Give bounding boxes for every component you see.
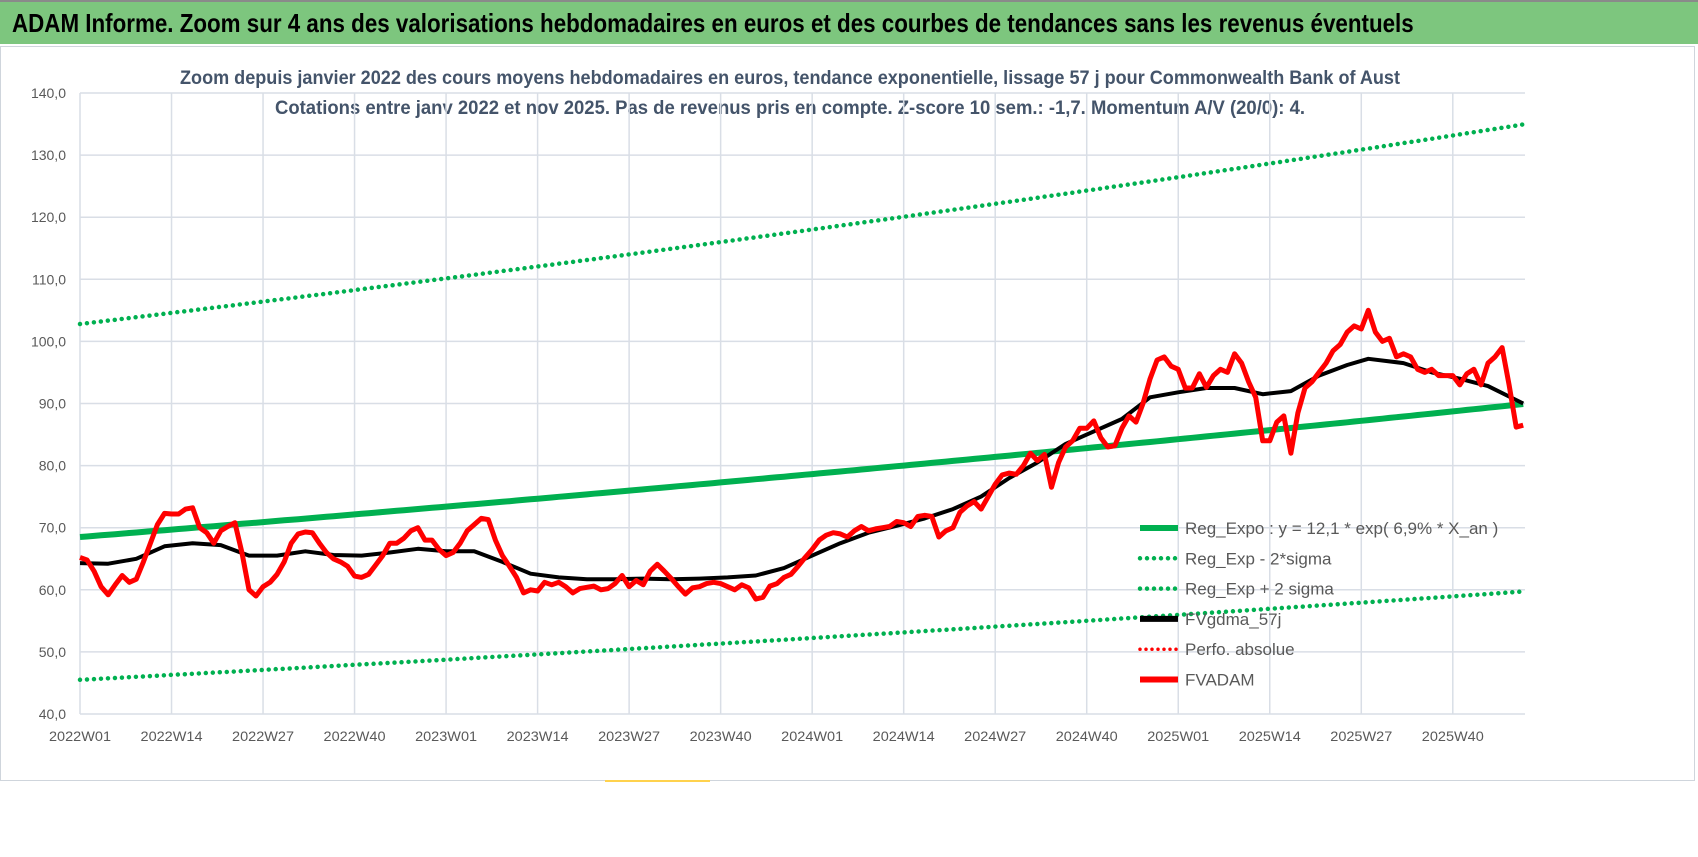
x-tick-label: 2025W27: [1330, 728, 1392, 744]
y-tick-label: 140,0: [31, 85, 66, 101]
chart-subtitle: Cotations entre janv 2022 et nov 2025. P…: [275, 98, 1305, 119]
y-axis: 40,0 50,0 60,0 70,0 80,0 90,0 100,0 110,0 120,0 1…: [31, 85, 66, 722]
x-tick-label: 2024W14: [873, 728, 935, 744]
x-tick-label: 2023W14: [507, 728, 569, 744]
y-tick-label: 60,0: [39, 582, 66, 598]
fvgdma-57j-line: [79, 356, 1525, 582]
y-tick-label: 120,0: [31, 209, 66, 225]
y-tick-label: 100,0: [31, 333, 66, 349]
x-tick-label: 2025W14: [1239, 728, 1301, 744]
x-tick-label: 2022W01: [49, 728, 111, 744]
legend-label: Reg_Expo : y = 12,1 * exp( 6,9% * X_an ): [1185, 519, 1498, 538]
report-header: ADAM Informe. Zoom sur 4 ans des valoris…: [0, 0, 1698, 44]
reg-expo-line: [79, 401, 1524, 540]
grid: [79, 92, 1525, 715]
x-tick-label: 2024W27: [964, 728, 1026, 744]
legend: Reg_Expo : y = 12,1 * exp( 6,9% * X_an )…: [1137, 519, 1498, 690]
y-tick-label: 90,0: [39, 396, 66, 412]
x-tick-label: 2023W40: [690, 728, 752, 744]
x-tick-label: 2024W40: [1056, 728, 1118, 744]
y-tick-label: 50,0: [39, 644, 66, 660]
chart-title: Zoom depuis janvier 2022 des cours moyen…: [180, 68, 1401, 89]
y-tick-label: 40,0: [39, 706, 66, 722]
x-tick-label: 2023W27: [598, 728, 660, 744]
y-tick-label: 110,0: [32, 271, 66, 287]
header-title: ADAM Informe. Zoom sur 4 ans des valoris…: [12, 8, 1414, 38]
reg-exp-plus-2sigma-line: [77, 122, 1526, 327]
x-tick-label: 2022W27: [232, 728, 294, 744]
y-tick-label: 70,0: [39, 520, 66, 536]
x-tick-label: 2024W01: [781, 728, 843, 744]
legend-label: FVADAM: [1185, 671, 1255, 690]
x-tick-label: 2023W01: [415, 728, 477, 744]
x-axis: 2022W01 2022W14 2022W27 2022W40 2023W01 2023W…: [49, 728, 1484, 744]
x-tick-label: 2022W40: [324, 728, 386, 744]
x-tick-label: 2022W14: [141, 728, 203, 744]
y-tick-label: 130,0: [31, 147, 66, 163]
y-tick-label: 80,0: [39, 458, 66, 474]
legend-label: Reg_Exp - 2*sigma: [1185, 549, 1332, 568]
reg-exp-minus-2sigma-line: [77, 589, 1526, 683]
x-tick-label: 2025W40: [1422, 728, 1484, 744]
legend-label: Reg_Exp + 2 sigma: [1185, 580, 1334, 599]
series-lines: [77, 122, 1526, 683]
legend-label: Perfo. absolue: [1185, 640, 1295, 659]
fvadam-line: [79, 307, 1524, 602]
legend-label: FVgdma_57j: [1185, 610, 1281, 629]
x-tick-label: 2025W01: [1147, 728, 1209, 744]
